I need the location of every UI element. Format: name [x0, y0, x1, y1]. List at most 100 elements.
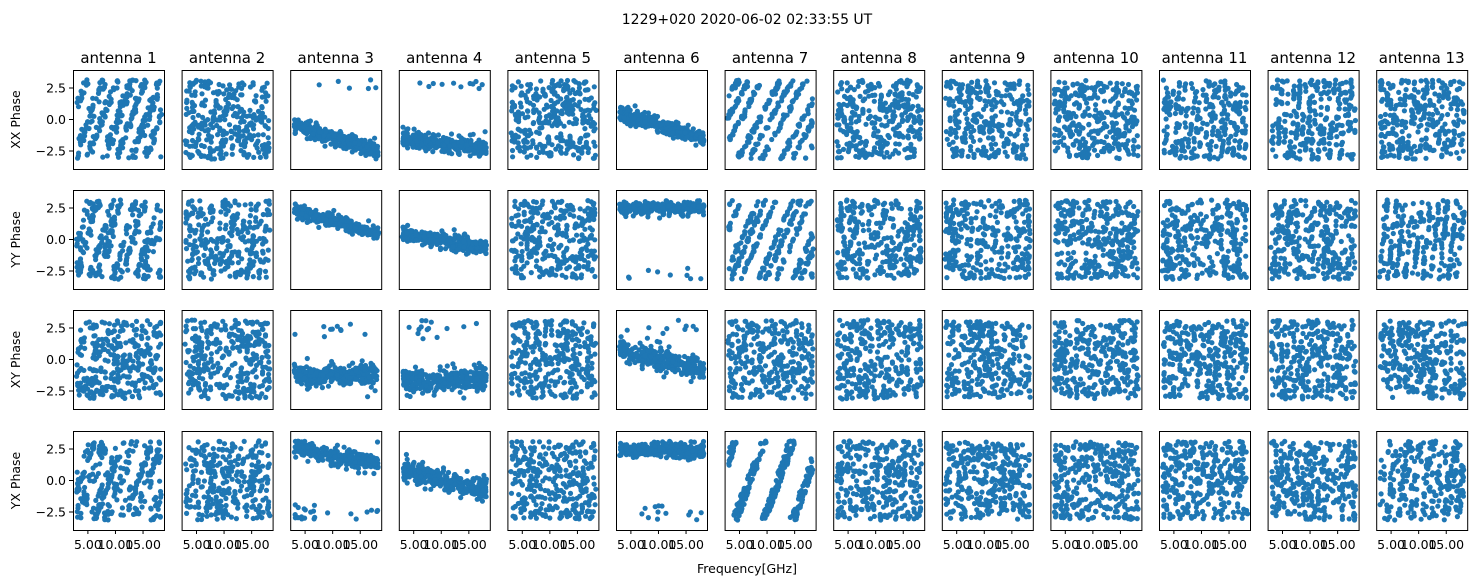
- data-point: [1316, 141, 1322, 147]
- data-point: [1008, 85, 1014, 91]
- data-point: [183, 237, 189, 244]
- data-point: [591, 128, 597, 134]
- data-point: [531, 109, 537, 116]
- data-point: [1445, 95, 1451, 101]
- data-point: [328, 141, 334, 147]
- data-point: [642, 119, 648, 125]
- data-point: [205, 153, 211, 159]
- data-point: [1300, 117, 1306, 123]
- data-point: [371, 152, 377, 159]
- data-point: [1276, 140, 1282, 146]
- data-point: [1438, 116, 1444, 122]
- data-point: [618, 105, 624, 111]
- data-point: [193, 79, 199, 85]
- data-point: [124, 261, 130, 267]
- data-point: [982, 152, 989, 158]
- data-point: [228, 220, 234, 226]
- data-point: [1093, 107, 1099, 113]
- data-point: [1119, 142, 1126, 148]
- data-point: [511, 104, 518, 110]
- data-point: [157, 208, 164, 214]
- data-point: [1223, 96, 1229, 102]
- data-point: [447, 143, 453, 149]
- data-point: [123, 224, 130, 230]
- data-point: [1052, 139, 1058, 145]
- data-point: [884, 109, 890, 115]
- data-point: [978, 124, 984, 130]
- data-point: [1085, 105, 1091, 111]
- data-point: [197, 198, 203, 204]
- data-point: [1192, 98, 1198, 104]
- data-point: [1200, 87, 1206, 93]
- data-point: [127, 78, 133, 84]
- data-point: [1002, 149, 1008, 155]
- data-point: [1446, 90, 1452, 96]
- data-point: [1294, 91, 1300, 97]
- data-point: [1384, 96, 1390, 102]
- data-point: [448, 131, 455, 137]
- data-point: [1243, 92, 1249, 98]
- data-point: [212, 260, 218, 266]
- data-point: [260, 211, 266, 218]
- data-point: [992, 113, 999, 119]
- y-tick-label: 0.0: [46, 232, 66, 247]
- data-point: [1284, 78, 1290, 84]
- data-point: [1172, 152, 1179, 158]
- data-point: [1073, 152, 1079, 158]
- data-point: [1232, 123, 1238, 129]
- data-point: [627, 107, 633, 113]
- data-point: [915, 88, 921, 95]
- data-point: [1170, 88, 1176, 94]
- data-point: [132, 240, 138, 246]
- data-point: [1445, 111, 1451, 118]
- data-point: [240, 218, 247, 224]
- data-point: [1390, 120, 1397, 126]
- data-point: [1126, 120, 1132, 126]
- data-point: [1009, 111, 1015, 117]
- data-point: [102, 253, 108, 259]
- data-point: [96, 271, 102, 277]
- data-point: [1380, 96, 1386, 102]
- data-point: [1441, 89, 1447, 95]
- data-point: [352, 147, 359, 153]
- data-point: [918, 118, 924, 124]
- data-point: [521, 144, 528, 150]
- data-point: [575, 148, 581, 154]
- data-point: [123, 93, 129, 99]
- data-point: [1090, 142, 1096, 148]
- data-point: [1161, 150, 1167, 156]
- data-point: [1206, 79, 1212, 85]
- data-point: [184, 99, 190, 106]
- data-point: [1080, 125, 1086, 131]
- data-point: [583, 79, 589, 85]
- data-point: [566, 119, 572, 125]
- data-point: [808, 118, 815, 124]
- data-point: [905, 102, 911, 108]
- subplot-xx-antenna-4: antenna 4: [398, 49, 491, 170]
- data-point: [841, 114, 847, 120]
- data-point: [906, 90, 912, 96]
- data-point: [536, 149, 543, 156]
- data-point: [1311, 99, 1318, 105]
- data-point: [232, 200, 238, 206]
- data-point: [1334, 123, 1340, 129]
- data-point: [1191, 139, 1197, 145]
- data-point: [114, 112, 120, 118]
- data-point: [549, 142, 555, 148]
- axes-frame: [507, 70, 600, 170]
- data-point: [1403, 155, 1409, 161]
- data-point: [1415, 89, 1421, 95]
- data-point: [988, 142, 994, 148]
- data-point: [205, 229, 211, 235]
- data-point: [1101, 121, 1107, 127]
- data-point: [570, 143, 576, 149]
- data-point: [90, 134, 96, 140]
- data-point: [263, 90, 269, 96]
- data-point: [263, 123, 269, 129]
- data-point: [1315, 156, 1321, 162]
- data-point: [208, 209, 214, 215]
- data-point: [1424, 90, 1430, 96]
- data-point: [757, 132, 764, 138]
- data-point: [416, 145, 422, 151]
- data-point: [1014, 117, 1020, 123]
